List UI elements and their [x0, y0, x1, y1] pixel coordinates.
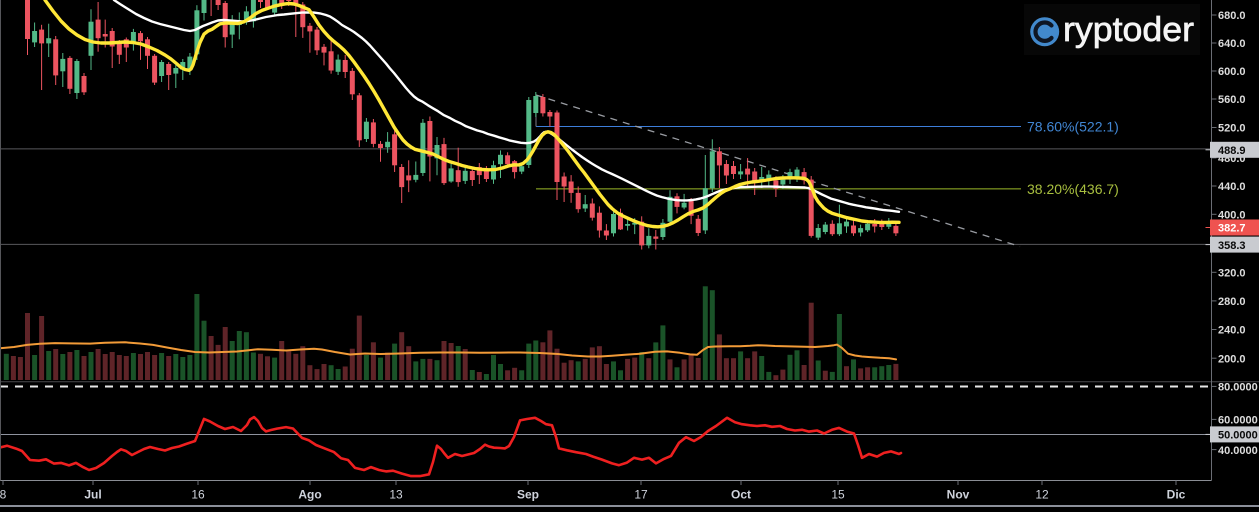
svg-text:Jul: Jul: [84, 488, 101, 502]
svg-text:ryptoder: ryptoder: [1063, 11, 1194, 49]
svg-text:Nov: Nov: [947, 488, 970, 502]
svg-text:80.0000: 80.0000: [1218, 382, 1258, 394]
svg-text:Oct: Oct: [731, 488, 751, 502]
svg-text:38.20%(436.7): 38.20%(436.7): [1027, 181, 1119, 197]
svg-text:Dic: Dic: [1167, 488, 1186, 502]
svg-text:320.0: 320.0: [1218, 268, 1246, 280]
svg-text:440.0: 440.0: [1218, 181, 1246, 193]
svg-text:280.0: 280.0: [1218, 296, 1246, 308]
svg-text:640.0: 640.0: [1218, 38, 1246, 50]
svg-text:Sep: Sep: [517, 488, 539, 502]
svg-text:400.0: 400.0: [1218, 210, 1246, 222]
svg-text:Ago: Ago: [298, 488, 321, 502]
svg-text:382.7: 382.7: [1218, 223, 1246, 235]
svg-text:13: 13: [389, 488, 403, 502]
svg-text:78.60%(522.1): 78.60%(522.1): [1027, 119, 1119, 135]
svg-text:200.0: 200.0: [1218, 353, 1246, 365]
svg-text:15: 15: [831, 488, 845, 502]
svg-text:680.0: 680.0: [1218, 10, 1246, 22]
svg-text:560.0: 560.0: [1218, 94, 1246, 106]
svg-text:520.0: 520.0: [1218, 123, 1246, 135]
svg-text:50.0000: 50.0000: [1218, 430, 1258, 442]
svg-text:16: 16: [191, 488, 205, 502]
svg-text:17: 17: [634, 488, 648, 502]
svg-text:8: 8: [0, 488, 7, 502]
svg-text:12: 12: [1035, 488, 1049, 502]
svg-text:40.0000: 40.0000: [1218, 445, 1258, 457]
svg-text:358.3: 358.3: [1218, 240, 1246, 252]
svg-text:488.9: 488.9: [1218, 145, 1246, 157]
svg-text:600.0: 600.0: [1218, 66, 1246, 78]
svg-text:60.0000: 60.0000: [1218, 415, 1258, 427]
svg-text:240.0: 240.0: [1218, 325, 1246, 337]
